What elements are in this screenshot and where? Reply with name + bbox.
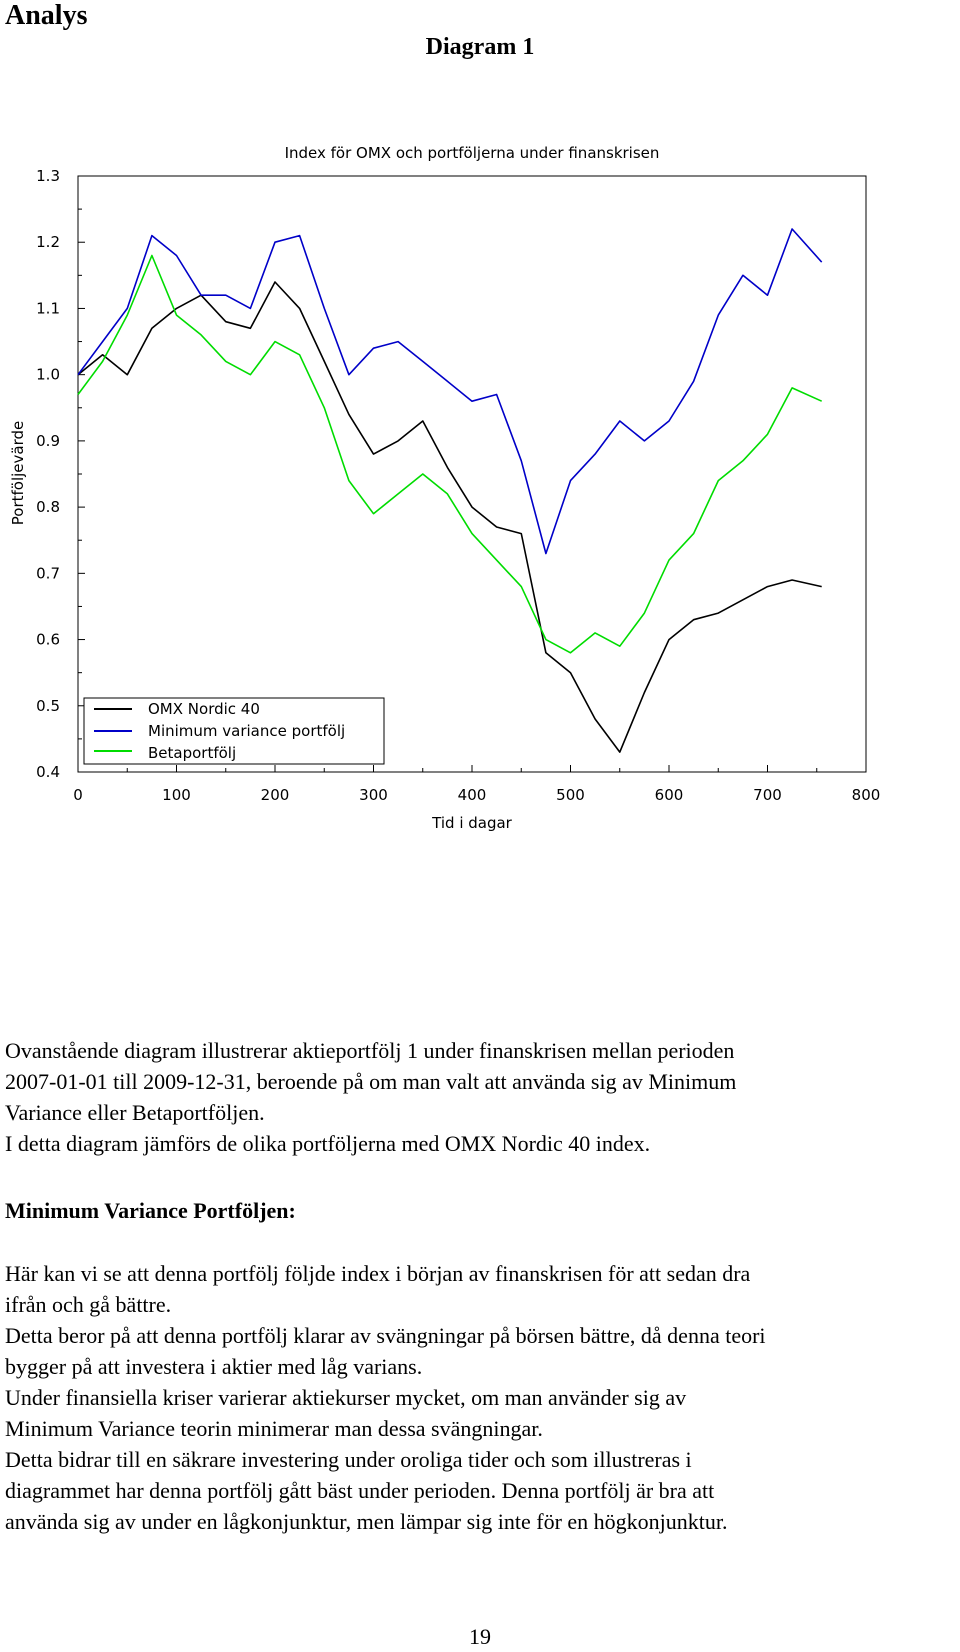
line-chart: Index för OMX och portföljerna under fin…	[9, 144, 880, 832]
text-line: Detta beror på att denna portfölj klarar…	[5, 1323, 766, 1348]
text-line: Detta bidrar till en säkrare investering…	[5, 1447, 692, 1472]
subsection-heading: Minimum Variance Portföljen:	[5, 1198, 296, 1223]
text-line: använda sig av under en lågkonjunktur, m…	[5, 1509, 728, 1534]
page-number: 19	[469, 1624, 491, 1649]
text-line: Under finansiella kriser varierar aktiek…	[5, 1385, 687, 1410]
x-tick-label: 0	[73, 786, 83, 804]
diagram-caption: Diagram 1	[425, 34, 535, 60]
y-tick-label: 0.6	[36, 631, 60, 649]
x-tick-label: 600	[655, 786, 684, 804]
x-tick-label: 500	[556, 786, 585, 804]
analysis-paragraph: Här kan vi se att denna portfölj följde …	[5, 1258, 955, 1537]
intro-paragraph: Ovanstående diagram illustrerar aktiepor…	[5, 1035, 955, 1159]
y-tick-label: 0.5	[36, 697, 60, 715]
y-tick-label: 1.2	[36, 233, 60, 251]
x-tick-label: 800	[852, 786, 881, 804]
legend-label-minvar: Minimum variance portfölj	[148, 722, 345, 740]
betaportfolj-line	[77, 254, 823, 654]
plot-frame	[77, 175, 867, 773]
legend-box	[83, 697, 385, 765]
y-tick-label: 1.3	[36, 167, 60, 185]
text-line: diagrammet har denna portfölj gått bäst …	[5, 1478, 715, 1503]
text-line: ifrån och gå bättre.	[5, 1292, 172, 1317]
x-tick-label: 100	[162, 786, 191, 804]
x-axis-label: Tid i dagar	[431, 814, 513, 832]
y-tick-label: 0.7	[36, 564, 60, 582]
minimum-variance-line	[77, 228, 823, 555]
text-line: bygger på att investera i aktier med låg…	[5, 1354, 423, 1379]
y-tick-label: 1.0	[36, 366, 60, 384]
text-line: Ovanstående diagram illustrerar aktiepor…	[5, 1038, 735, 1063]
text-line: I detta diagram jämförs de olika portföl…	[5, 1131, 651, 1156]
omx-nordic-40-line	[77, 281, 822, 753]
section-heading: Analys	[5, 0, 88, 31]
legend: OMX Nordic 40 Minimum variance portfölj …	[83, 697, 385, 765]
x-tick-label: 300	[359, 786, 388, 804]
chart-title: Index för OMX och portföljerna under fin…	[285, 144, 660, 162]
legend-label-omx: OMX Nordic 40	[148, 700, 260, 718]
text-line: Variance eller Betaportföljen.	[5, 1100, 265, 1125]
x-tick-label: 700	[753, 786, 782, 804]
series-lines	[77, 228, 823, 753]
axis-ticks: 0 100 200 300 400 500 600 700 800 0.4 0.5 0.6 0.7 0.8…	[36, 167, 880, 804]
text-line: Minimum Variance teorin minimerar man de…	[5, 1416, 543, 1441]
text-line: Här kan vi se att denna portfölj följde …	[5, 1261, 751, 1286]
y-axis-label: Portföljevärde	[9, 421, 27, 525]
text-line: 2007-01-01 till 2009-12-31, beroende på …	[5, 1069, 737, 1094]
legend-label-beta: Betaportfölj	[148, 744, 236, 762]
y-tick-label: 1.1	[36, 299, 60, 317]
y-tick-label: 0.9	[36, 432, 60, 450]
x-tick-label: 200	[261, 786, 290, 804]
x-tick-label: 400	[458, 786, 487, 804]
y-tick-label: 0.4	[36, 763, 60, 781]
y-tick-label: 0.8	[36, 498, 60, 516]
